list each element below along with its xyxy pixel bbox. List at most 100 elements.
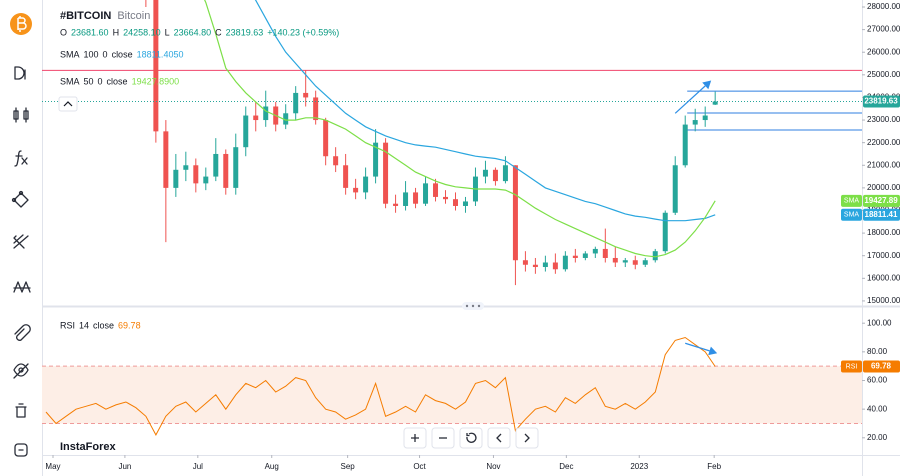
candle-body xyxy=(712,101,718,105)
tool-icon[interactable] xyxy=(13,234,29,249)
symbol-logo[interactable] xyxy=(10,13,32,35)
candle-body xyxy=(622,260,628,263)
navigation-controls xyxy=(403,427,539,449)
indicator-badge-name-bg xyxy=(841,208,862,221)
candle-body xyxy=(443,196,449,200)
indicator-value: 18811.4050 xyxy=(137,49,184,59)
candle-body xyxy=(433,183,439,197)
y-tick-label: 27000.00 xyxy=(867,25,900,34)
x-tick-label: Sep xyxy=(341,462,356,471)
x-tick-label: Jun xyxy=(118,462,131,471)
x-tick-label: Dec xyxy=(559,462,573,471)
x-tick-label: Jul xyxy=(193,462,203,471)
reset-button[interactable] xyxy=(459,427,483,449)
tool-icon[interactable] xyxy=(14,66,26,80)
candle-body xyxy=(672,165,678,213)
candle-body xyxy=(153,0,159,132)
y-tick-label: 21000.00 xyxy=(867,160,900,169)
y-tick-label: 28000.00 xyxy=(867,2,900,11)
ohlc-value: 24258.10 xyxy=(123,27,161,37)
indicator-badge-value: 18811.41 xyxy=(865,210,898,219)
symbol: #BITCOIN xyxy=(60,10,111,22)
indicator-length: 100 xyxy=(84,49,99,59)
candle-body xyxy=(293,92,299,114)
symbol-row: #BITCOIN Bitcoin xyxy=(60,10,150,22)
candle-body xyxy=(612,257,618,263)
watermark: InstaForex xyxy=(60,441,117,453)
collapse-legend-button[interactable] xyxy=(58,96,78,112)
arrow-head xyxy=(702,80,712,90)
candle-body xyxy=(303,92,309,98)
y-tick-label: 16000.00 xyxy=(867,273,900,282)
candle-body xyxy=(203,176,209,184)
candle-body xyxy=(632,260,638,265)
tool-icon[interactable] xyxy=(14,324,31,341)
tool-icon[interactable] xyxy=(11,190,29,208)
candle-body xyxy=(183,165,189,170)
candle-body xyxy=(353,187,359,193)
trend-arrow xyxy=(685,342,710,352)
tool-icon[interactable] xyxy=(14,443,28,457)
candle-body xyxy=(512,165,518,261)
y-tick-label: 18000.00 xyxy=(867,228,900,237)
indicator-source: close xyxy=(112,49,133,59)
handle-dot xyxy=(471,304,475,308)
pane xyxy=(42,336,862,436)
tool-icon[interactable] xyxy=(13,107,29,123)
candle-body xyxy=(582,253,588,258)
x-tick-label: 2023 xyxy=(630,462,648,471)
tool-icon[interactable] xyxy=(13,281,31,293)
handle-dot xyxy=(477,304,481,308)
indicator-offset: 0 xyxy=(98,76,103,86)
candle-body xyxy=(333,156,339,166)
candle-body xyxy=(552,262,558,270)
ohlc-value: 23664.80 xyxy=(174,27,212,37)
indicator-value: 19427.8900 xyxy=(132,76,180,86)
y-tick-label: 26000.00 xyxy=(867,47,900,56)
indicator-source: close xyxy=(93,320,114,330)
candle-body xyxy=(173,169,179,188)
candle-body xyxy=(213,153,219,177)
candle-body xyxy=(682,124,688,166)
candle-body xyxy=(343,165,349,188)
y-tick-label: 20000.00 xyxy=(867,183,900,192)
indicator-value: 69.78 xyxy=(118,320,141,330)
indicator-legend: SMA 100 0 close 18811.4050 xyxy=(60,49,183,59)
indicator-offset: 0 xyxy=(103,49,108,59)
candle-body xyxy=(313,97,319,121)
candle-body xyxy=(373,142,379,177)
candle-body xyxy=(522,260,528,265)
candle-body xyxy=(223,153,229,188)
y-tick-label: 17000.00 xyxy=(867,251,900,260)
candle-body xyxy=(502,165,508,182)
ohlc-label: H xyxy=(113,27,120,37)
candle-body xyxy=(692,120,698,125)
arrow-head xyxy=(708,346,718,356)
candle-body xyxy=(363,176,369,193)
indicator-name: SMA xyxy=(60,76,80,86)
x-tick-label: May xyxy=(45,462,60,471)
y-tick-label: 60.00 xyxy=(867,376,888,385)
tool-icon[interactable] xyxy=(14,150,28,167)
x-tick-label: Feb xyxy=(707,462,721,471)
tool-icon[interactable] xyxy=(15,403,27,418)
candle-body xyxy=(383,142,389,204)
candle-body xyxy=(243,115,249,148)
y-tick-label: 80.00 xyxy=(867,347,888,356)
indicator-badge-value: 69.78 xyxy=(871,362,892,371)
candle-body xyxy=(423,183,429,204)
right-glyph xyxy=(524,433,530,443)
indicator-legend: RSI 14 close 69.78 xyxy=(60,320,141,330)
candle-body xyxy=(253,115,259,121)
scroll-left-button[interactable] xyxy=(487,427,511,449)
x-tick-label: Aug xyxy=(265,462,279,471)
pane xyxy=(42,0,862,286)
x-tick-label: Oct xyxy=(413,462,426,471)
tool-icon[interactable] xyxy=(13,363,29,379)
indicator-badge-name-bg xyxy=(841,360,862,373)
y-tick-label: 20.00 xyxy=(867,433,888,442)
scroll-right-button[interactable] xyxy=(515,427,539,449)
y-tick-label: 25000.00 xyxy=(867,70,900,79)
candle-body xyxy=(462,201,468,206)
y-tick-label: 40.00 xyxy=(867,404,888,413)
